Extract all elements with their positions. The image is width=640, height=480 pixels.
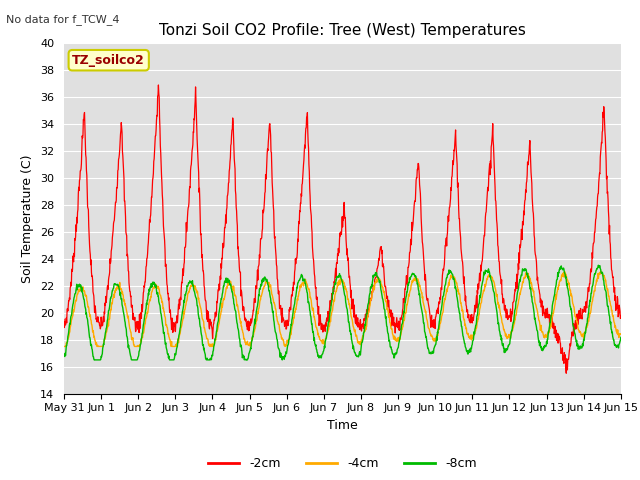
X-axis label: Time: Time (327, 419, 358, 432)
Text: TZ_soilco2: TZ_soilco2 (72, 54, 145, 67)
Title: Tonzi Soil CO2 Profile: Tree (West) Temperatures: Tonzi Soil CO2 Profile: Tree (West) Temp… (159, 23, 526, 38)
Text: No data for f_TCW_4: No data for f_TCW_4 (6, 14, 120, 25)
Legend: -2cm, -4cm, -8cm: -2cm, -4cm, -8cm (204, 453, 481, 475)
Y-axis label: Soil Temperature (C): Soil Temperature (C) (22, 154, 35, 283)
